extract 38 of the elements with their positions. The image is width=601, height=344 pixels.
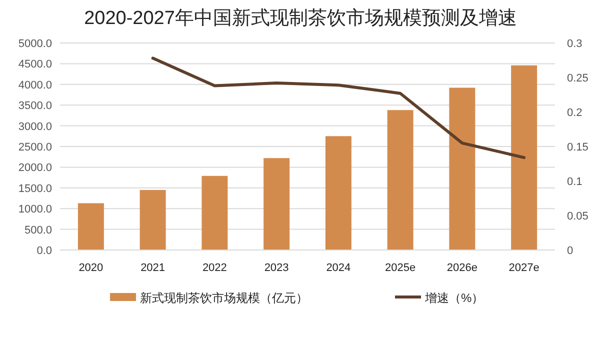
- legend-label: 增速（%）: [424, 291, 484, 305]
- bar: [78, 203, 104, 250]
- x-tick-label: 2020: [78, 262, 104, 274]
- y2-tick-label: 0.3: [567, 38, 582, 50]
- y-tick-label: 1000.0: [18, 204, 52, 216]
- x-tick-label: 2025e: [385, 262, 416, 274]
- y2-tick-label: 0.15: [567, 142, 588, 154]
- x-tick-label: 2021: [140, 262, 166, 274]
- y-tick-label: 2500.0: [18, 142, 52, 154]
- y2-tick-label: 0.1: [567, 176, 582, 188]
- legend-label: 新式现制茶饮市场规模（亿元）: [140, 291, 308, 305]
- y-tick-label: 3500.0: [18, 100, 52, 112]
- x-tick-label: 2024: [326, 262, 351, 274]
- x-tick-label: 2026e: [446, 262, 478, 274]
- x-tick-label: 2023: [264, 262, 289, 274]
- y2-tick-label: 0.05: [567, 210, 588, 222]
- y-tick-label: 3000.0: [18, 120, 52, 133]
- x-tick-label: 2027e: [508, 262, 540, 274]
- bar: [449, 88, 476, 250]
- x-tick-label: 2022: [202, 262, 227, 274]
- y-tick-label: 2000.0: [18, 162, 52, 174]
- bar: [511, 65, 538, 250]
- bar: [264, 158, 290, 250]
- chart-title: 2020-2027年中国新式现制茶饮市场规模预测及增速: [84, 7, 517, 29]
- y-tick-label: 4000.0: [18, 79, 52, 92]
- y-tick-label: 4500.0: [18, 58, 52, 71]
- line-series: [151, 56, 526, 160]
- y-tick-label: 1500.0: [18, 182, 52, 195]
- bar: [140, 190, 166, 250]
- y-tick-label: 0.0: [36, 245, 52, 257]
- y-tick-label: 5000.0: [18, 38, 52, 50]
- y2-tick-label: 0.25: [567, 72, 588, 84]
- bar: [325, 136, 352, 250]
- y-tick-label: 500.0: [24, 224, 52, 236]
- bar: [202, 176, 228, 250]
- bar: [387, 110, 414, 250]
- y2-tick-label: 0.2: [567, 107, 582, 119]
- y2-tick-label: 0: [567, 245, 574, 257]
